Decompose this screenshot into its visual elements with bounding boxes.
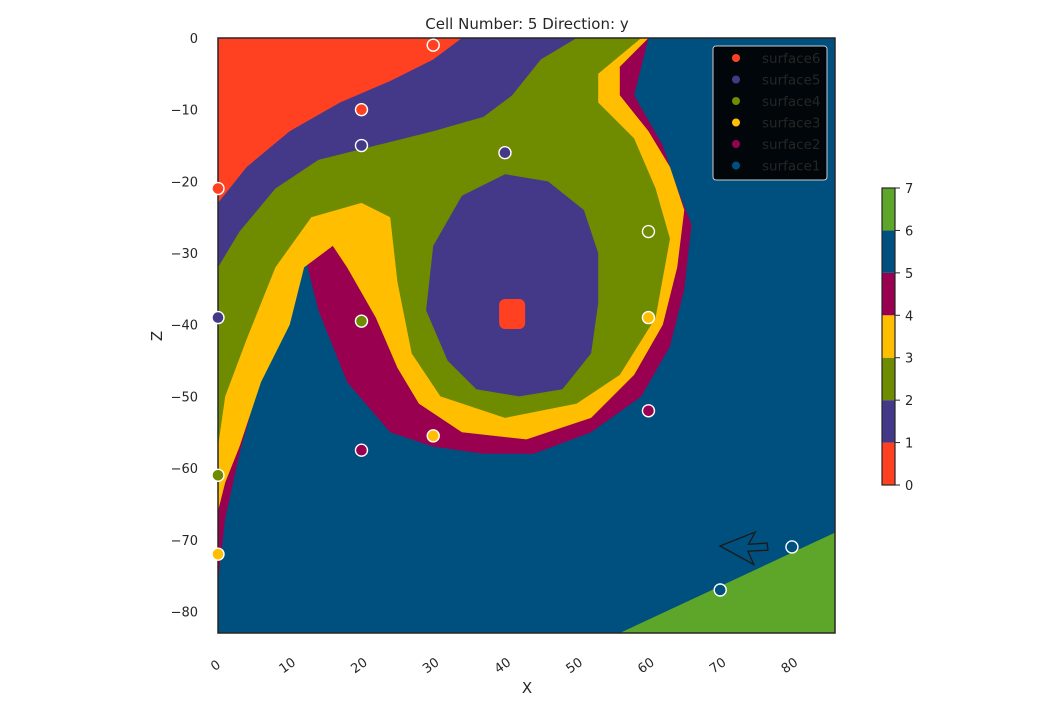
legend-label: surface5: [762, 73, 820, 89]
x-tick-label: 70: [707, 655, 729, 677]
colorbar-tick-label: 6: [905, 224, 913, 239]
x-tick-label: 10: [277, 655, 299, 677]
legend-marker: [732, 161, 740, 170]
y-tick-label: −80: [171, 605, 198, 620]
legend-marker: [732, 75, 740, 84]
legend-box: [712, 45, 828, 181]
x-tick-label: 20: [348, 655, 370, 677]
colorbar-frame: [881, 187, 896, 486]
colorbar-tick-label: 5: [905, 267, 913, 282]
data-point: [785, 540, 799, 554]
data-point: [354, 102, 369, 117]
data-point: [641, 310, 656, 325]
y-tick-label: −40: [171, 319, 198, 334]
x-tick-label: 50: [564, 655, 586, 677]
colorbar-tick-label: 7: [905, 182, 913, 197]
legend-label: surface3: [762, 116, 820, 132]
data-point: [211, 468, 225, 482]
data-point: [713, 583, 727, 597]
legend: surface6 surface5 surface4 surface3 surface2…: [712, 45, 828, 181]
data-point: [426, 38, 440, 52]
data-point: [354, 443, 369, 457]
data-point: [641, 404, 656, 418]
colorbar-segment: [882, 400, 895, 443]
colorbar-tick-label: 4: [905, 309, 913, 324]
data-point: [641, 224, 656, 239]
data-point: [426, 429, 440, 443]
x-tick-label: 60: [635, 655, 657, 677]
legend-marker: [732, 140, 740, 148]
data-point: [211, 547, 225, 561]
y-tick-label: −20: [171, 175, 198, 190]
data-point: [498, 145, 512, 160]
y-tick-label: −30: [171, 247, 198, 262]
y-tick-label: −10: [171, 104, 198, 119]
colorbar-tick-label: 1: [905, 437, 913, 452]
x-tick-label: 80: [779, 655, 801, 677]
legend-marker: [732, 118, 740, 127]
core-spot-surface6: [499, 298, 526, 329]
colorbar: 0 1 2 3 4 5 6 7: [881, 182, 913, 494]
data-point: [354, 314, 369, 328]
data-point: [211, 310, 225, 325]
legend-marker: [732, 97, 740, 105]
colorbar-segment: [882, 272, 895, 316]
x-axis-label: X: [522, 679, 532, 697]
colorbar-tick-label: 2: [905, 394, 913, 409]
plot-frame: [217, 37, 836, 634]
x-tick-label: 0: [208, 658, 223, 675]
x-tick-label: 30: [420, 655, 442, 677]
colorbar-segment: [882, 315, 895, 358]
legend-label: surface6: [762, 51, 820, 67]
y-tick-label: −70: [171, 534, 198, 549]
region-surface6: [218, 38, 462, 203]
x-tick-label: 40: [492, 655, 514, 677]
cursor-arrow-icon: [718, 530, 769, 567]
chart-title: Cell Number: 5 Direction: y: [425, 15, 629, 33]
y-tick-label: −50: [171, 390, 198, 405]
colorbar-tick-label: 0: [905, 479, 913, 494]
colorbar-segment: [882, 188, 895, 231]
colorbar-segment: [882, 230, 895, 273]
y-tick-label: −60: [171, 462, 198, 477]
data-point: [354, 138, 369, 153]
legend-label: surface1: [762, 159, 820, 175]
data-point: [211, 181, 225, 196]
colorbar-tick-label: 3: [905, 352, 913, 367]
y-tick-label: 0: [190, 32, 198, 47]
core-surface5: [426, 174, 599, 397]
colorbar-segment: [882, 442, 895, 485]
legend-marker: [732, 54, 740, 62]
y-axis-label: Z: [148, 331, 166, 341]
legend-label: surface2: [762, 137, 820, 153]
legend-label: surface4: [762, 94, 820, 110]
colorbar-segment: [882, 357, 895, 401]
region-basement: [619, 532, 835, 633]
